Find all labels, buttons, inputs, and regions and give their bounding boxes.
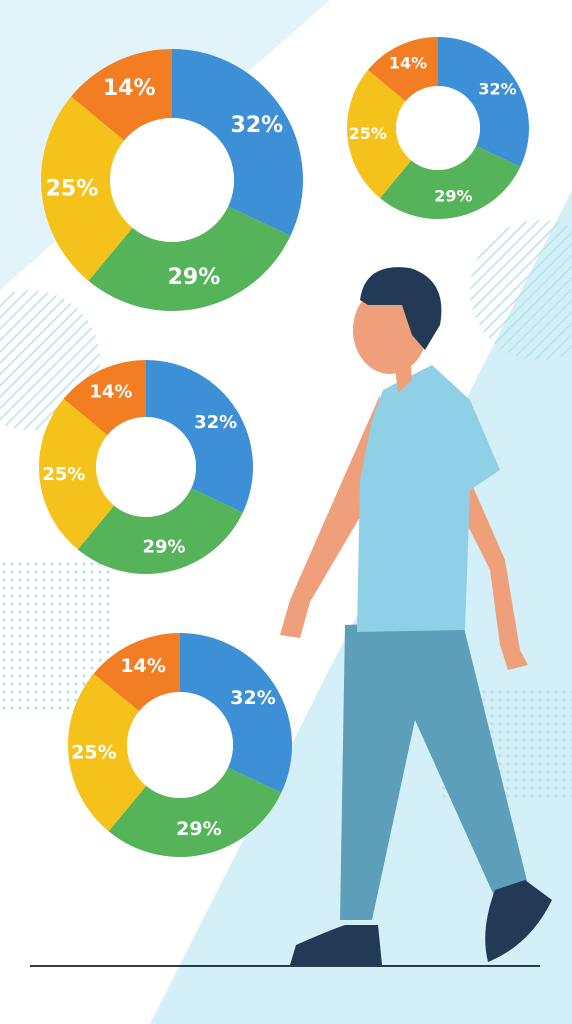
- donut-segment: [77, 488, 243, 574]
- value-label: 25%: [349, 124, 387, 143]
- value-label: 32%: [231, 113, 284, 138]
- value-label: 25%: [42, 464, 85, 485]
- donut-segment: [108, 767, 282, 857]
- donut-segment: [438, 37, 529, 167]
- donut-segment: [379, 145, 521, 219]
- value-label: 29%: [142, 537, 185, 558]
- donut-segment: [38, 398, 115, 550]
- donut-segment: [180, 633, 292, 793]
- donut-segment: [88, 206, 291, 311]
- value-label: 25%: [46, 176, 99, 201]
- donut-hole: [396, 86, 480, 170]
- value-label: 29%: [176, 818, 221, 840]
- donut-chart: 32% 29% 25% 14%: [67, 633, 292, 857]
- value-label: 29%: [168, 265, 221, 290]
- donut-segment: [172, 49, 303, 236]
- donut-hole: [110, 118, 234, 242]
- donut-segment: [367, 37, 438, 102]
- donut-segment: [67, 673, 147, 832]
- donut-chart: 32% 29% 25% 14%: [38, 360, 253, 574]
- value-label: 32%: [194, 412, 237, 433]
- person: [280, 267, 552, 965]
- value-label: 14%: [103, 76, 156, 101]
- value-label: 14%: [120, 655, 165, 677]
- donut-chart: 32% 29% 25% 14%: [41, 49, 303, 311]
- donut-segment: [41, 96, 133, 281]
- donut-segment: [71, 49, 172, 141]
- value-label: 29%: [434, 186, 472, 205]
- value-label: 14%: [389, 54, 427, 73]
- value-label: 14%: [89, 381, 132, 402]
- donut-segment: [63, 360, 146, 436]
- value-label: 32%: [230, 687, 275, 709]
- donut-segment: [146, 360, 253, 513]
- donut-segment: [347, 69, 412, 199]
- donut-chart: 32% 29% 25% 14%: [347, 37, 529, 219]
- donut-hole: [96, 417, 196, 517]
- bg-pattern: [470, 220, 572, 360]
- donut-segment: [93, 633, 180, 712]
- value-label: 25%: [71, 742, 116, 764]
- donut-hole: [127, 692, 233, 798]
- value-label: 32%: [478, 80, 516, 99]
- charts: 32% 29% 25% 14% 32% 29% 25% 14% 32% 29% 25% 14% 32% 2…: [38, 37, 529, 857]
